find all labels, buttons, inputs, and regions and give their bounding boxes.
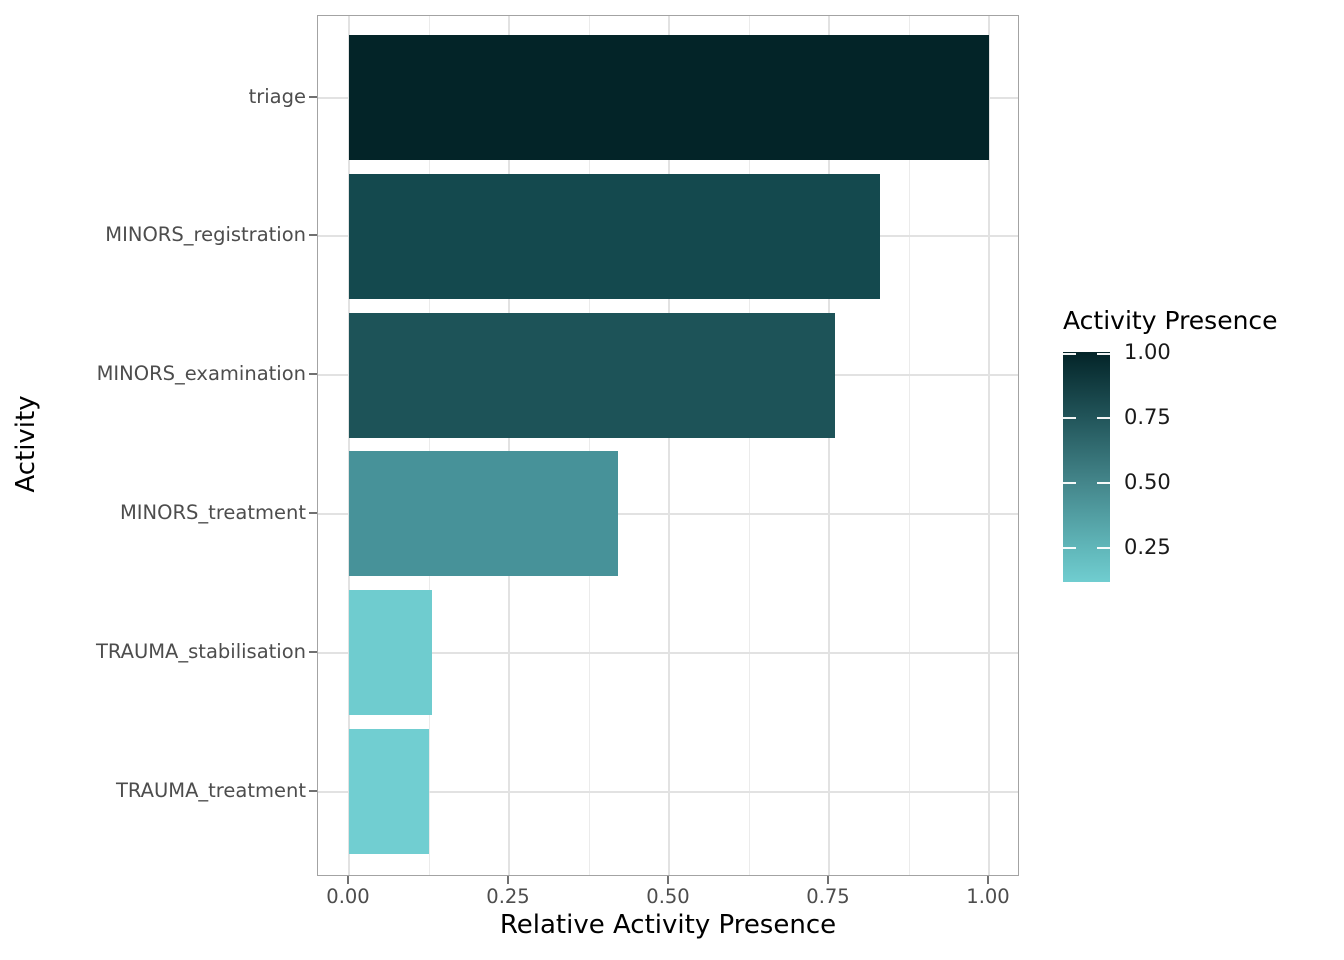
bar-MINORS_treatment [349, 451, 618, 577]
bar-MINORS_examination [349, 312, 836, 438]
colorbar-tick [1097, 417, 1110, 419]
colorbar-tick [1097, 482, 1110, 484]
colorbar-tick [1097, 547, 1110, 549]
y-tick-label: MINORS_examination [96, 362, 306, 386]
x-minor-gridline [588, 16, 590, 875]
legend-title: Activity Presence [1063, 306, 1278, 335]
x-major-gridline [988, 16, 990, 875]
y-gridline [318, 512, 1018, 515]
legend-tick-label: 0.50 [1124, 470, 1171, 494]
colorbar-tick [1063, 417, 1076, 419]
y-tick-label: TRAUMA_stabilisation [95, 639, 306, 663]
bar-MINORS_registration [349, 173, 881, 299]
colorbar-tick [1063, 482, 1076, 484]
legend-tick-label: 0.75 [1124, 405, 1171, 429]
x-major-gridline [508, 16, 510, 875]
x-tick-label: 1.00 [966, 885, 1010, 908]
colorbar-tick [1063, 353, 1076, 355]
legend-tick-label: 0.25 [1124, 535, 1171, 559]
x-tick-label: 0.00 [326, 885, 370, 908]
y-tick-label: MINORS_treatment [119, 500, 306, 524]
x-tick-mark [987, 876, 989, 884]
y-tick-label: MINORS_registration [105, 223, 306, 247]
x-tick-mark [507, 876, 509, 884]
legend-tick-label: 1.00 [1124, 340, 1171, 364]
legend-colorbar [1063, 352, 1110, 582]
y-axis-title: Activity [11, 395, 41, 493]
plot-panel [317, 15, 1019, 876]
x-minor-gridline [748, 16, 750, 875]
x-tick-label: 0.75 [806, 885, 850, 908]
x-major-gridline [828, 16, 830, 875]
x-tick-mark [667, 876, 669, 884]
bar-triage [349, 35, 989, 160]
x-tick-mark [827, 876, 829, 884]
bar-TRAUMA_stabilisation [349, 590, 433, 716]
colorbar-tick [1097, 353, 1110, 355]
y-tick-mark [309, 789, 317, 792]
x-major-gridline [348, 16, 350, 875]
y-tick-mark [309, 373, 317, 376]
x-tick-label: 0.25 [486, 885, 530, 908]
y-tick-mark [309, 511, 317, 514]
y-tick-label: TRAUMA_treatment [115, 778, 306, 802]
y-gridline [318, 790, 1018, 793]
y-tick-mark [309, 650, 317, 653]
colorbar-tick [1063, 547, 1076, 549]
y-gridline [318, 651, 1018, 654]
x-axis-title: Relative Activity Presence [499, 910, 837, 940]
x-minor-gridline [908, 16, 910, 875]
y-tick-mark [309, 234, 317, 237]
y-tick-mark [309, 95, 317, 98]
x-tick-mark [347, 876, 349, 884]
x-minor-gridline [428, 16, 430, 875]
x-tick-label: 0.50 [646, 885, 690, 908]
x-major-gridline [668, 16, 670, 875]
y-tick-label: triage [248, 84, 306, 108]
bar-TRAUMA_treatment [349, 729, 429, 854]
